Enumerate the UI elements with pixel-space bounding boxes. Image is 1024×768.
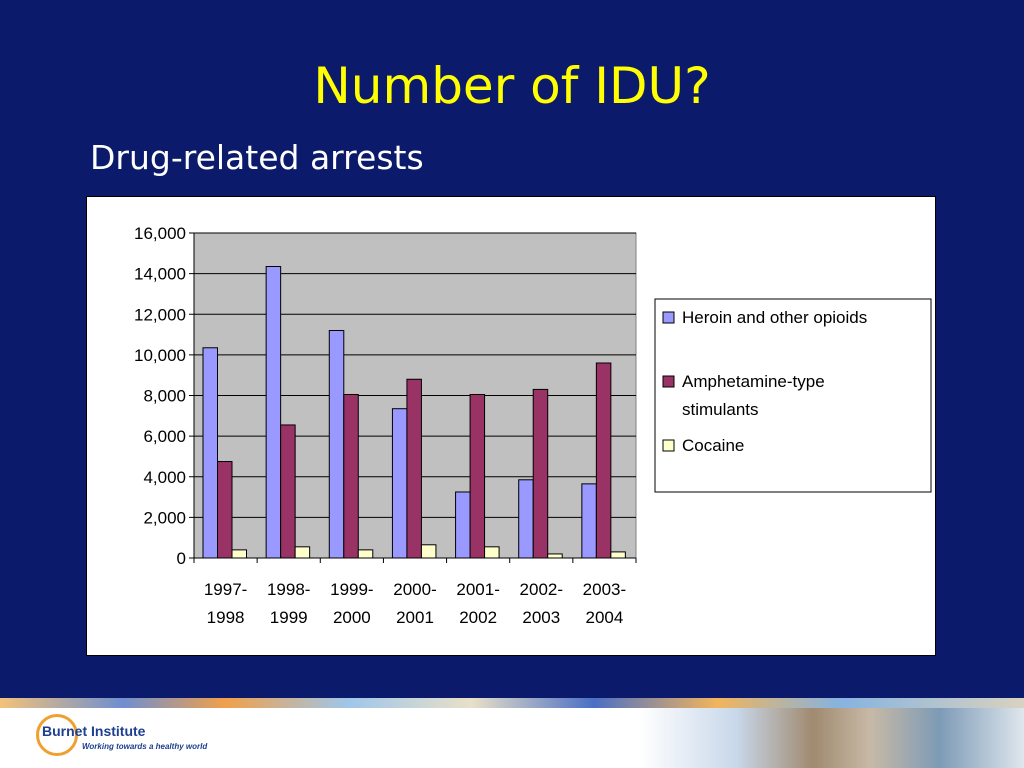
bar — [484, 546, 500, 559]
footer-photo-strip — [640, 708, 1024, 768]
y-tick-label: 12,000 — [134, 305, 186, 324]
bar — [581, 483, 597, 559]
y-tick-label: 2,000 — [143, 508, 186, 527]
bar — [455, 491, 471, 559]
bar-chart: 0 2,000 4,000 6,000 8,000 10,000 12,000 14,000 1… — [134, 224, 932, 627]
bar — [231, 549, 247, 559]
bar — [406, 378, 422, 559]
x-tick-label: 1998-1999 — [267, 580, 310, 627]
logo-tagline: Working towards a healthy world — [82, 742, 208, 751]
legend-swatch — [662, 375, 675, 388]
bar — [469, 393, 486, 559]
y-tick-label: 8,000 — [143, 387, 186, 406]
legend-swatch — [662, 439, 675, 452]
legend: Heroin and other opioids Amphetamine-type… — [654, 298, 932, 493]
x-tick-label: 2002-2003 — [520, 580, 563, 627]
bar — [532, 388, 549, 559]
bar — [420, 544, 437, 559]
bar — [328, 330, 345, 559]
bar — [280, 424, 296, 559]
y-tick-label: 0 — [177, 549, 186, 568]
footer-stripe — [0, 698, 1024, 708]
slide-subtitle: Drug-related arrests — [90, 138, 424, 177]
legend-label: Heroin and other opioids — [682, 308, 867, 327]
footer: Burnet Institute Working towards a healt… — [0, 698, 1024, 768]
x-tick-label: 2001-2002 — [456, 580, 499, 627]
x-tick-label: 2000-2001 — [393, 580, 436, 627]
legend-label: Amphetamine-type stimulants — [682, 372, 825, 419]
bar — [265, 266, 282, 559]
legend-label: Cocaine — [682, 436, 744, 455]
axes: 0 2,000 4,000 6,000 8,000 10,000 12,000 14,000 1… — [134, 224, 637, 627]
bar — [202, 347, 218, 559]
y-tick-label: 14,000 — [134, 265, 186, 284]
bar — [294, 546, 311, 559]
y-tick-label: 6,000 — [143, 427, 186, 446]
logo-name: Burnet Institute — [42, 723, 146, 739]
x-tick-label: 1999-2000 — [330, 580, 373, 627]
bar — [595, 362, 612, 559]
bar — [547, 553, 563, 559]
y-tick-label: 10,000 — [134, 346, 186, 365]
bar — [217, 461, 233, 559]
bar — [610, 551, 626, 559]
legend-box — [654, 298, 932, 493]
slide-title: Number of IDU? — [313, 57, 711, 115]
x-tick-label: 1997-1998 — [204, 580, 247, 627]
bar — [391, 408, 408, 559]
bar — [343, 393, 359, 559]
burnet-logo-icon — [36, 714, 78, 756]
bar — [518, 479, 534, 559]
chart-panel: 0 2,000 4,000 6,000 8,000 10,000 12,000 14,000 1… — [86, 196, 936, 656]
y-tick-label: 16,000 — [134, 224, 186, 243]
bar — [357, 549, 374, 559]
y-tick-label: 4,000 — [143, 468, 186, 487]
x-tick-label: 2003-2004 — [583, 580, 626, 627]
legend-swatch — [662, 311, 675, 324]
